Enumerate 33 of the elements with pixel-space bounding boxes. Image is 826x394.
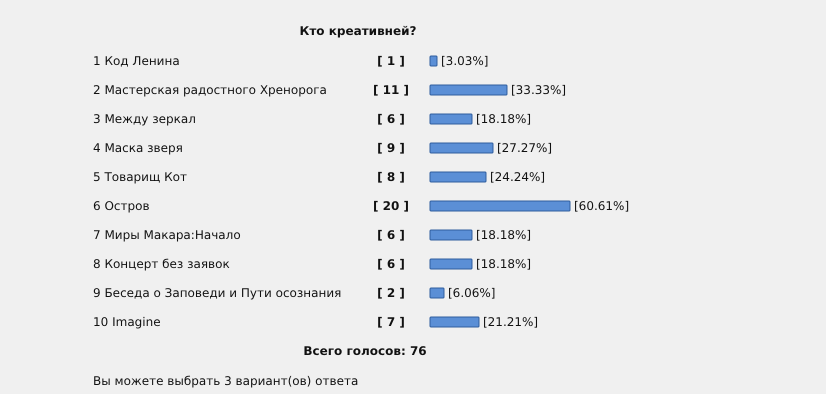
y-tick-label: 6 Остров [93, 199, 150, 213]
y-tick-label: 8 Концерт без заявок [93, 257, 230, 271]
data-label: [6.06%] [448, 286, 496, 300]
data-label: [33.33%] [510, 83, 566, 97]
text: [ 6 ] [377, 112, 405, 126]
y-tick-label: 7 Миры Макара:Начало [93, 228, 241, 242]
text: [ 1 ] [377, 54, 405, 68]
text: Всего голосов: 76 [303, 344, 427, 358]
text: [ 7 ] [377, 315, 405, 329]
text: [ 6 ] [377, 228, 405, 242]
y-tick-label: 4 Маска зверя [93, 141, 183, 155]
text: Вы можете выбрать 3 вариант(ов) ответа [93, 374, 358, 388]
data-label: [18.18%] [476, 228, 532, 242]
data-label: [27.27%] [496, 141, 552, 155]
data-label: [3.03%] [441, 54, 488, 68]
y-tick-label: 10 Imagine [93, 315, 161, 329]
chart-title: Кто креативней? [300, 24, 416, 38]
text: [ 9 ] [377, 141, 405, 155]
y-tick-label: 3 Между зеркал [93, 112, 196, 126]
text: [ 2 ] [377, 286, 405, 300]
data-label: [18.18%] [476, 257, 532, 271]
y-tick-label: 9 Беседа о Заповеди и Пути осознания [93, 286, 342, 300]
text: [ 20 ] [372, 199, 410, 213]
text: [ 11 ] [372, 83, 410, 97]
y-tick-label: 1 Код Ленина [93, 54, 180, 68]
y-tick-label: 5 Товарищ Кот [93, 170, 187, 184]
text: [ 8 ] [377, 170, 405, 184]
text: [ 6 ] [377, 257, 405, 271]
data-label: [24.24%] [490, 170, 546, 184]
data-label: [21.21%] [482, 315, 538, 329]
data-label: [60.61%] [574, 199, 630, 213]
data-label: [18.18%] [476, 112, 532, 126]
y-tick-label: 2 Мастерская радостного Хренорога [93, 83, 327, 97]
